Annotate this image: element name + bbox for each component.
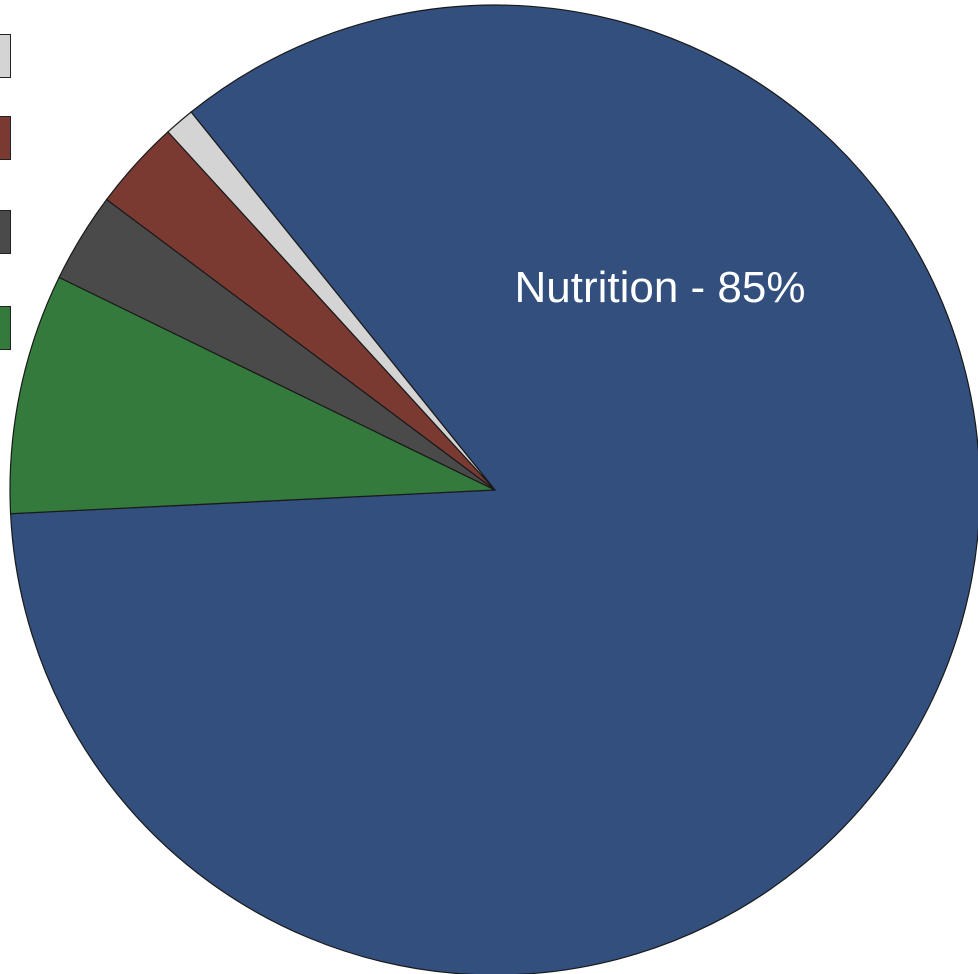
pie-slice-2 <box>9 276 496 515</box>
legend-swatch-4 <box>0 306 11 350</box>
legend-swatch-1 <box>0 34 11 78</box>
slice-label-nutrition: Nutrition - 85% <box>514 263 805 312</box>
legend-swatch-2 <box>0 116 11 160</box>
legend-swatch-3 <box>0 210 11 254</box>
pie-slice-1 <box>9 4 978 974</box>
pie-slice-5 <box>167 111 496 491</box>
pie-slices <box>9 4 978 974</box>
